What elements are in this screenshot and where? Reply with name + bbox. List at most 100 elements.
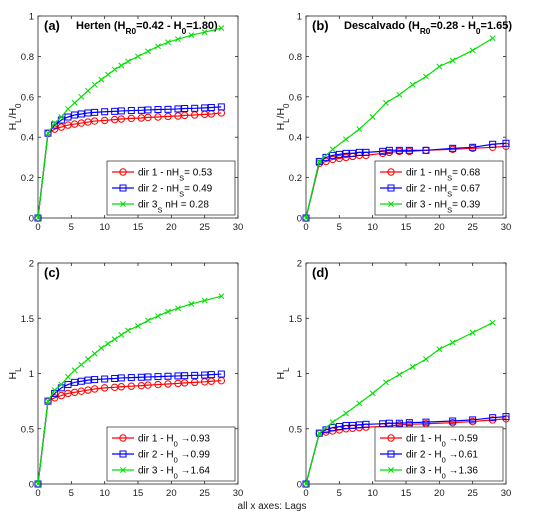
legend-entry: dir 2 - nHS= 0.67	[380, 184, 481, 199]
data-point-square	[174, 105, 182, 113]
legend-label-part-2: = 0.67	[452, 184, 481, 195]
data-point-square	[119, 450, 127, 458]
data-point-square	[335, 423, 343, 431]
data-point-circle	[100, 384, 109, 392]
legend-label-part-2: →0.93	[178, 434, 211, 445]
x-tick-label: 25	[467, 488, 478, 499]
data-point-x	[165, 308, 171, 315]
y-tick-label: 0	[297, 480, 302, 491]
data-point-x	[303, 215, 309, 221]
legend-label-part-1: 0	[442, 471, 446, 480]
data-point-square	[342, 149, 350, 157]
series-3	[35, 25, 225, 221]
data-point-square	[174, 372, 182, 380]
data-point-x	[155, 43, 161, 50]
series-2	[34, 103, 225, 222]
legend-label-part-1: 0	[174, 439, 178, 448]
x-tick-label: 20	[434, 488, 445, 499]
legend-entry: dir 2 - nHS= 0.49	[112, 184, 213, 198]
data-point-x	[98, 76, 105, 83]
y-axis-label: HL/H0	[275, 103, 291, 130]
x-tick-label: 30	[501, 222, 512, 233]
y-tick-label: 2	[297, 259, 302, 270]
data-point-x	[155, 313, 161, 319]
legend-label: dir 2 - nHS= 0.67	[406, 184, 481, 199]
data-point-circle	[90, 117, 99, 125]
y-axis-label: HL	[7, 367, 23, 380]
data-point-square	[362, 420, 370, 428]
data-point-circle	[154, 380, 162, 389]
data-point-square	[335, 150, 343, 158]
data-point-square	[422, 146, 430, 154]
data-point-square	[329, 151, 337, 159]
data-point-square	[117, 374, 125, 382]
panel-title-part-2: =0.28 - H	[430, 20, 476, 32]
x-tick-label: 5	[69, 222, 74, 233]
data-point-square	[355, 421, 363, 429]
legend-label-part-0: dir 2 - nH	[138, 184, 179, 195]
legend-label-part-2: →1.64	[178, 466, 211, 477]
data-point-x	[303, 481, 309, 487]
data-point-x	[65, 105, 71, 112]
data-point-x	[71, 367, 78, 374]
data-point-circle	[180, 379, 189, 387]
data-point-square	[422, 418, 430, 426]
data-point-x	[85, 87, 91, 94]
legend-label-part-2: →0.61	[446, 450, 479, 461]
y-tick-label: 0.2	[289, 173, 302, 184]
panel-title-part-4: =1.80)	[186, 20, 218, 32]
data-point-square	[315, 429, 323, 437]
y-tick-label: 1.5	[289, 314, 302, 325]
data-point-x	[343, 136, 349, 143]
data-point-square	[137, 373, 145, 381]
data-point-circle	[117, 383, 126, 391]
x-tick-label: 0	[303, 222, 308, 233]
panel-letter: (c)	[44, 265, 60, 280]
data-point-circle	[127, 114, 136, 123]
data-point-circle	[90, 385, 99, 393]
data-point-x	[369, 390, 376, 397]
data-point-x	[388, 467, 394, 473]
y-tick-label: 1	[297, 369, 302, 380]
data-point-x	[165, 39, 171, 46]
data-point-x	[423, 73, 429, 80]
data-point-square	[355, 148, 363, 156]
x-tick-label: 10	[99, 488, 110, 499]
legend-label-part-1: S	[157, 205, 162, 214]
data-point-square	[71, 111, 79, 119]
data-point-x	[145, 48, 151, 55]
x-tick-label: 20	[166, 488, 177, 499]
y-tick-label: 0.2	[21, 173, 34, 184]
data-point-square	[449, 144, 457, 152]
data-point-square	[387, 184, 395, 192]
data-point-square	[201, 371, 209, 379]
y-tick-label: 0.5	[21, 424, 34, 435]
x-tick-label: 5	[69, 488, 74, 499]
legend-label-part-0: dir 1 - H	[138, 434, 174, 445]
legend-label-part-2: →0.59	[446, 434, 479, 445]
data-point-x	[201, 29, 208, 36]
x-tick-label: 25	[467, 222, 478, 233]
legend-label: dir 2 - H0 →0.99	[138, 450, 210, 465]
y-tick-label: 1	[29, 369, 34, 380]
data-point-x	[175, 305, 181, 312]
series-3	[303, 35, 496, 221]
y-tick-label: 1.5	[21, 314, 34, 325]
data-point-x	[409, 81, 416, 88]
data-point-square	[144, 373, 152, 381]
data-point-square	[111, 374, 119, 382]
data-point-circle	[144, 381, 152, 389]
series-1	[34, 376, 226, 488]
legend-label-part-0: dir 1 - nH	[406, 168, 447, 179]
data-point-square	[127, 374, 135, 382]
legend-entry: dir 3S nH = 0.28	[112, 200, 209, 214]
data-point-square	[385, 419, 393, 427]
data-point-square	[164, 105, 172, 113]
data-point-circle	[127, 382, 136, 390]
data-point-square	[191, 371, 199, 379]
x-tick-label: 5	[337, 488, 342, 499]
legend-entry: dir 1 - H0 →0.59	[380, 434, 479, 448]
